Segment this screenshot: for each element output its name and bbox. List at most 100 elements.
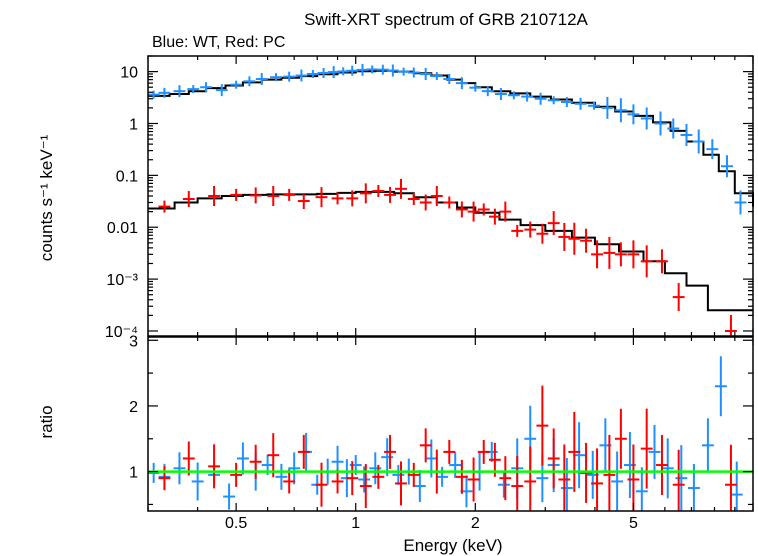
pc-ratio-point	[511, 456, 524, 511]
wt-spectrum-point	[346, 65, 359, 76]
wt-spectrum-point	[640, 107, 653, 130]
pc-ratio-point	[558, 444, 571, 511]
x-tick-label: 1	[351, 515, 360, 532]
x-tick-label: 2	[471, 515, 480, 532]
wt-ratio-point	[635, 467, 648, 511]
wt-spectrum-point	[692, 129, 705, 154]
wt-ratio-point	[675, 445, 688, 511]
pc-ratio-point	[372, 464, 385, 489]
pc-ratio-point	[591, 448, 603, 511]
wt-ratio-point	[497, 471, 510, 498]
y-tick-label: 10⁻³	[106, 272, 138, 289]
wt-spectrum-point	[627, 104, 640, 125]
pc-spectrum-point	[511, 224, 524, 237]
model-curves	[148, 69, 754, 312]
wt-ratio-point	[381, 438, 394, 477]
wt-spectrum-point	[255, 73, 268, 86]
wt-spectrum-point	[560, 96, 573, 107]
pc-ratio-point	[182, 441, 195, 476]
wt-spectrum-point	[507, 91, 520, 100]
wt-spectrum-point	[469, 83, 482, 92]
y-tick-label: 1	[129, 465, 138, 482]
wt-ratio-point	[236, 442, 249, 475]
pc-ratio-point	[455, 459, 468, 494]
wt-spectrum-point	[706, 139, 719, 160]
wt-ratio-point	[147, 462, 160, 483]
pc-ratio-point	[477, 439, 490, 464]
wt-ratio-point	[288, 452, 301, 485]
pc-spectrum-point	[547, 211, 560, 236]
axes-frame	[147, 336, 754, 512]
pc-ratio-point	[499, 456, 512, 501]
wt-spectrum-point	[430, 72, 443, 81]
pc-ratio-point	[547, 428, 560, 489]
pc-spectrum-point	[419, 194, 432, 211]
pc-ratio-point	[283, 469, 296, 494]
pc-spectrum-point	[455, 201, 468, 218]
pc-ratio-point	[419, 428, 432, 463]
wt-spectrum-point	[270, 73, 282, 82]
wt-spectrum-point	[494, 88, 507, 101]
pc-ratio-point	[656, 435, 668, 496]
pc-ratio-point	[395, 461, 407, 506]
wt-spectrum-point	[667, 118, 680, 139]
wt-ratio-point	[191, 462, 204, 501]
pc-ratio-point	[467, 457, 480, 502]
pc-spectrum-point	[315, 187, 328, 208]
wt-spectrum-point	[547, 96, 560, 105]
pc-ratio-point	[568, 411, 581, 492]
wt-ratio-point	[648, 424, 661, 479]
wt-ratio-point	[392, 464, 405, 485]
wt-spectrum-point	[455, 77, 468, 90]
wt-spectrum-point	[397, 67, 410, 76]
pc-ratio-point	[297, 434, 310, 469]
pc-spectrum-point	[580, 228, 592, 253]
pc-spectrum-point	[158, 200, 171, 213]
wt-spectrum-point	[588, 101, 600, 110]
wt-ratio-point	[413, 470, 426, 503]
x-axis-label: Energy (keV)	[403, 536, 502, 555]
wt-spectrum-point	[386, 64, 399, 77]
pc-spectrum-point	[384, 186, 396, 203]
wt-spectrum-point	[654, 111, 667, 136]
pc-spectrum-point	[346, 190, 359, 207]
pc-ratio-point	[331, 469, 344, 494]
pc-spectrum-point	[395, 178, 407, 199]
pc-ratio-point	[536, 385, 549, 466]
pc-spectrum-point	[524, 221, 537, 238]
pc-spectrum-point	[614, 242, 627, 267]
pc-ratio-point	[346, 461, 359, 496]
wt-spectrum-point	[295, 69, 308, 82]
pc-spectrum-point	[359, 183, 372, 204]
y-tick-label: 10	[120, 65, 138, 82]
pc-spectrum-point	[627, 240, 640, 269]
wt-ratio-point	[275, 463, 288, 490]
pc-ratio-point	[627, 444, 640, 511]
wt-spectrum-point	[147, 90, 160, 99]
wt-ratio-point	[369, 452, 382, 485]
y-tick-label: 3	[129, 333, 138, 350]
pc-spectrum-point	[558, 222, 571, 251]
wt-spectrum-point	[601, 96, 614, 119]
pc-spectrum-point	[208, 186, 221, 206]
wt-model-curve	[148, 69, 754, 207]
pc-spectrum-point	[536, 223, 549, 244]
pc-spectrum-point	[499, 201, 512, 222]
spectrum-y-axis-label: counts s⁻¹ keV⁻¹	[37, 134, 56, 261]
wt-spectrum-point	[521, 91, 534, 102]
wt-spectrum-point	[680, 123, 693, 146]
pc-spectrum-point	[297, 193, 310, 210]
pc-spectrum-point	[467, 201, 480, 222]
pc-spectrum-point	[568, 222, 581, 255]
wt-spectrum-point	[158, 87, 171, 98]
wt-spectrum-point	[534, 92, 547, 105]
pc-spectrum-point	[672, 283, 685, 312]
spectrum-axes: 10 1 0.1 0.01 10⁻³ 10⁻⁴	[105, 55, 754, 341]
pc-ratio-point	[443, 439, 456, 464]
chart-title: Swift-XRT spectrum of GRB 210712A	[304, 10, 588, 29]
wt-ratio-point	[436, 466, 449, 487]
wt-spectrum-point	[243, 76, 256, 87]
pc-spectrum-point	[591, 240, 603, 269]
wt-spectrum-point	[481, 86, 494, 97]
pc-spectrum-point	[372, 184, 385, 197]
